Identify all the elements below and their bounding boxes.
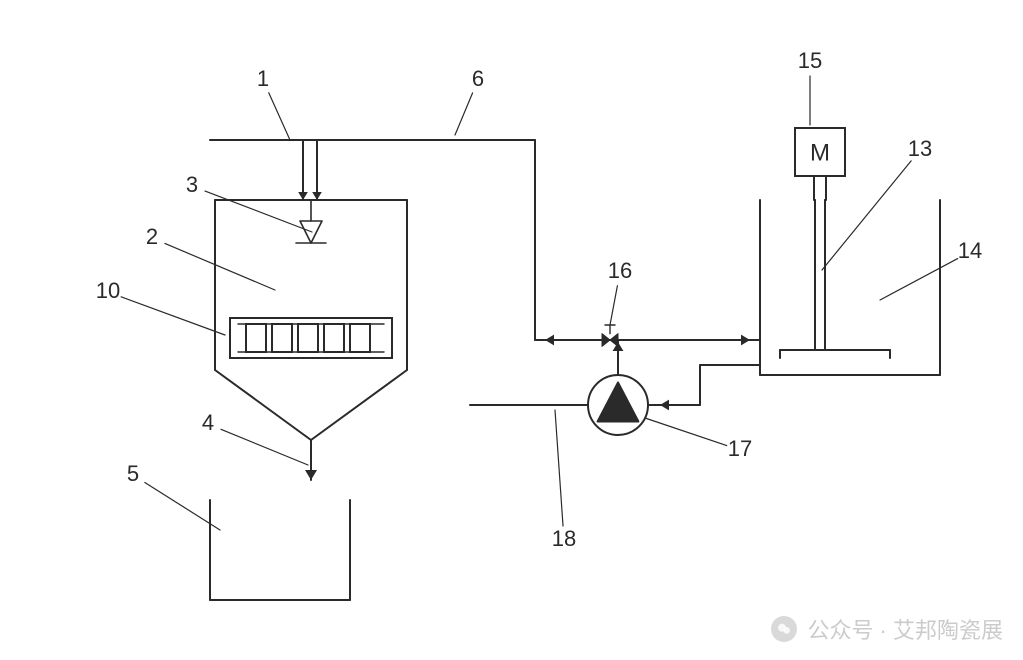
svg-text:13: 13 [908, 136, 932, 161]
svg-text:2: 2 [146, 224, 158, 249]
svg-text:M: M [810, 139, 830, 166]
svg-text:5: 5 [127, 461, 139, 486]
watermark-text: 公众号 · 艾邦陶瓷展 [807, 613, 1003, 645]
svg-text:3: 3 [186, 172, 198, 197]
watermark: 公众号 · 艾邦陶瓷展 [771, 613, 1003, 645]
wechat-icon [771, 616, 797, 642]
schematic-diagram: M16321045151314161718 [0, 0, 1023, 660]
svg-text:1: 1 [257, 66, 269, 91]
svg-text:14: 14 [958, 238, 982, 263]
svg-text:17: 17 [728, 436, 752, 461]
svg-text:18: 18 [552, 526, 576, 551]
svg-text:6: 6 [472, 66, 484, 91]
svg-text:16: 16 [608, 258, 632, 283]
svg-text:10: 10 [96, 278, 120, 303]
svg-text:15: 15 [798, 48, 822, 73]
svg-text:4: 4 [202, 410, 214, 435]
